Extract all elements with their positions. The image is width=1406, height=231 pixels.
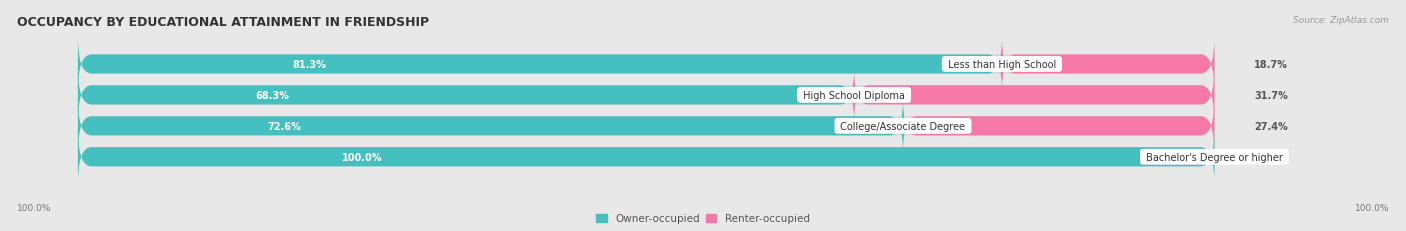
Text: Less than High School: Less than High School xyxy=(945,60,1059,70)
FancyBboxPatch shape xyxy=(1002,37,1215,92)
FancyBboxPatch shape xyxy=(77,37,1002,92)
Text: 18.7%: 18.7% xyxy=(1254,60,1288,70)
Text: 27.4%: 27.4% xyxy=(1254,121,1288,131)
Text: 31.7%: 31.7% xyxy=(1254,91,1288,100)
FancyBboxPatch shape xyxy=(77,130,1215,185)
Text: 100.0%: 100.0% xyxy=(1354,204,1389,213)
Text: 100.0%: 100.0% xyxy=(17,204,52,213)
FancyBboxPatch shape xyxy=(77,99,903,154)
FancyBboxPatch shape xyxy=(77,68,1215,123)
Text: OCCUPANCY BY EDUCATIONAL ATTAINMENT IN FRIENDSHIP: OCCUPANCY BY EDUCATIONAL ATTAINMENT IN F… xyxy=(17,16,429,29)
Text: College/Associate Degree: College/Associate Degree xyxy=(838,121,969,131)
FancyBboxPatch shape xyxy=(855,68,1215,123)
Text: 100.0%: 100.0% xyxy=(342,152,382,162)
FancyBboxPatch shape xyxy=(77,68,855,123)
Text: 72.6%: 72.6% xyxy=(267,121,301,131)
Text: 0.0%: 0.0% xyxy=(1237,152,1264,162)
Text: 81.3%: 81.3% xyxy=(292,60,326,70)
Text: 68.3%: 68.3% xyxy=(254,91,288,100)
Legend: Owner-occupied, Renter-occupied: Owner-occupied, Renter-occupied xyxy=(592,210,814,228)
FancyBboxPatch shape xyxy=(77,130,1215,185)
Text: High School Diploma: High School Diploma xyxy=(800,91,908,100)
FancyBboxPatch shape xyxy=(903,99,1215,154)
FancyBboxPatch shape xyxy=(77,99,1215,154)
FancyBboxPatch shape xyxy=(77,37,1215,92)
Text: Source: ZipAtlas.com: Source: ZipAtlas.com xyxy=(1294,16,1389,25)
Text: Bachelor's Degree or higher: Bachelor's Degree or higher xyxy=(1143,152,1286,162)
